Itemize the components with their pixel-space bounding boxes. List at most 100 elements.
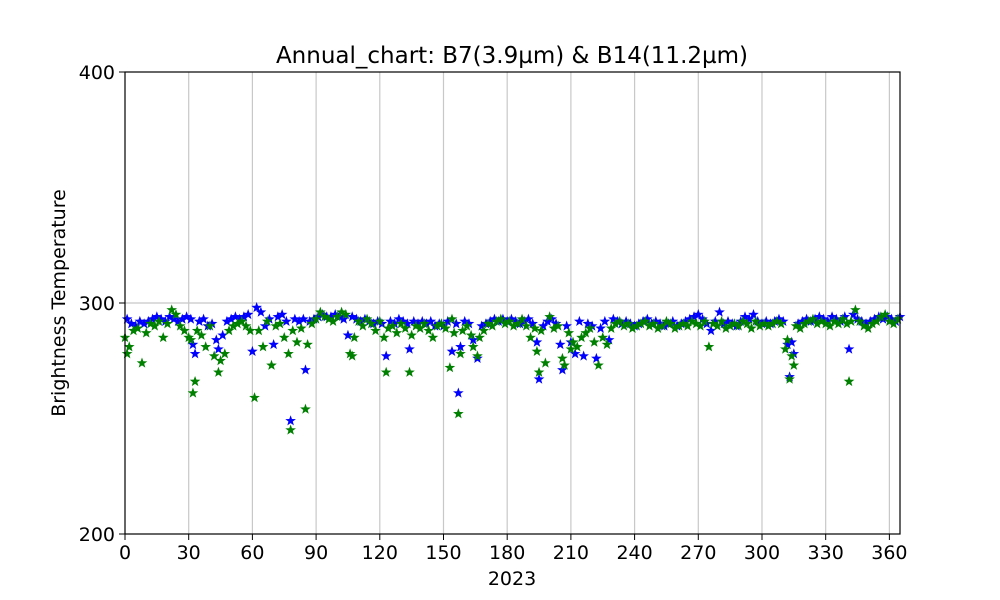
series-1-point (213, 343, 224, 354)
series-1-point (818, 313, 829, 324)
series-1-point (847, 308, 859, 320)
series-2-point (499, 318, 511, 329)
series-2-point (487, 320, 498, 331)
series-2-point (461, 320, 473, 331)
x-tick-label: 330 (808, 542, 844, 564)
series-2-point (123, 341, 135, 352)
series-2-point (295, 322, 307, 333)
series-2-point (448, 327, 460, 338)
series-2-point (665, 318, 677, 329)
series-2-point (378, 332, 390, 343)
series-2-point (746, 322, 757, 333)
series-2-point (544, 311, 555, 322)
series-1-point (582, 318, 594, 329)
series-2-point (557, 352, 568, 363)
series-2-point (833, 318, 844, 329)
series-2-point (478, 325, 490, 336)
series-2-point (733, 320, 744, 331)
series-1-point (268, 338, 279, 350)
series-2-point (771, 315, 783, 327)
series-2-point (219, 348, 231, 359)
series-2-point (703, 341, 715, 352)
series-1-point (255, 306, 267, 317)
series-1-point (408, 315, 420, 327)
series-2-point (788, 359, 800, 370)
series-2-point (563, 327, 575, 338)
series-2-point (682, 320, 693, 331)
series-2-point (816, 315, 827, 327)
series-2-point (803, 315, 815, 327)
series-2-point (862, 322, 874, 333)
series-2-point (661, 315, 672, 327)
series-1-point (198, 313, 209, 324)
series-1-point (247, 345, 258, 357)
series-2-point (140, 327, 152, 338)
series-1-point (782, 338, 793, 350)
series-1-point (442, 315, 454, 327)
series-2-point (189, 375, 201, 387)
series-2-point (344, 348, 356, 359)
series-2-point (244, 325, 256, 336)
series-1-point (177, 313, 188, 324)
series-2-point (223, 325, 235, 336)
series-1-point (463, 318, 475, 329)
y-tick-label: 400 (79, 62, 115, 84)
series-2-point (191, 325, 203, 336)
series-2-point (166, 304, 178, 315)
series-1-point (839, 311, 851, 322)
series-2-point (867, 318, 878, 329)
series-2-point (395, 318, 407, 329)
series-1-point (467, 334, 479, 345)
series-2-point (128, 325, 139, 336)
series-1-point (185, 313, 197, 324)
series-2-point (285, 424, 296, 435)
series-1-point (557, 364, 568, 375)
series-1-point (187, 338, 199, 350)
series-2-point (323, 313, 335, 324)
series-2-point (208, 350, 220, 361)
series-1-point (389, 318, 400, 329)
x-tick-label: 30 (177, 542, 201, 564)
series-layer (119, 302, 906, 435)
series-2-point (837, 313, 848, 324)
series-2-point (145, 318, 156, 329)
x-tick-label: 150 (425, 542, 461, 564)
series-2-point (132, 322, 144, 333)
series-2-point (548, 322, 560, 333)
series-2-point (503, 315, 515, 327)
series-2-point (525, 332, 536, 343)
series-2-point (427, 332, 439, 343)
series-1-point (193, 315, 205, 327)
series-2-point (576, 332, 587, 343)
series-1-point (416, 315, 428, 327)
series-2-point (854, 315, 865, 327)
series-2-point (716, 315, 727, 327)
series-1-point (554, 338, 566, 350)
series-1-point (206, 318, 218, 329)
series-2-point (306, 318, 318, 329)
series-2-point (858, 320, 870, 331)
series-2-point (811, 318, 823, 329)
series-1-point (822, 315, 834, 327)
series-2-point (472, 350, 483, 361)
series-1-point (886, 313, 897, 324)
series-2-point (588, 336, 600, 347)
series-2-point (794, 322, 806, 333)
series-2-point (758, 318, 770, 329)
series-1-point (843, 343, 855, 354)
series-1-point (346, 311, 358, 322)
series-2-point (824, 320, 836, 331)
series-2-group (119, 304, 904, 435)
series-2-point (535, 325, 547, 336)
series-1-point (777, 315, 789, 327)
series-2-point (495, 313, 507, 324)
series-1-point (230, 311, 241, 322)
series-2-point (227, 320, 239, 331)
series-2-point (584, 322, 596, 333)
series-2-point (327, 315, 339, 327)
series-2-point (332, 311, 343, 322)
series-2-point (382, 322, 394, 333)
series-1-point (786, 336, 798, 347)
series-1-point (748, 308, 759, 320)
series-1-point (251, 302, 262, 313)
